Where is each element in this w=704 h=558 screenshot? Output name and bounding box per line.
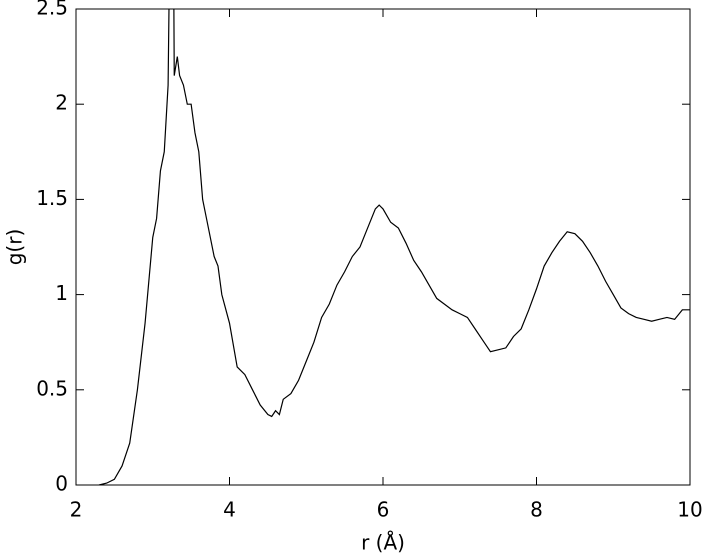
x-tick-label: 2 <box>70 498 83 522</box>
x-tick-label: 6 <box>377 498 390 522</box>
y-tick-label: 2 <box>55 91 68 115</box>
y-tick-label: 1.5 <box>36 186 68 210</box>
data-line <box>98 9 690 485</box>
x-tick-label: 4 <box>223 498 236 522</box>
y-tick-label: 1 <box>55 281 68 305</box>
y-tick-label: 2.5 <box>36 0 68 20</box>
x-tick-label: 10 <box>677 498 702 522</box>
y-axis-label: g(r) <box>3 229 27 266</box>
y-tick-label: 0.5 <box>36 376 68 400</box>
x-axis-label: r (Å) <box>361 531 405 555</box>
x-tick-label: 8 <box>530 498 543 522</box>
y-tick-label: 0 <box>55 472 68 496</box>
